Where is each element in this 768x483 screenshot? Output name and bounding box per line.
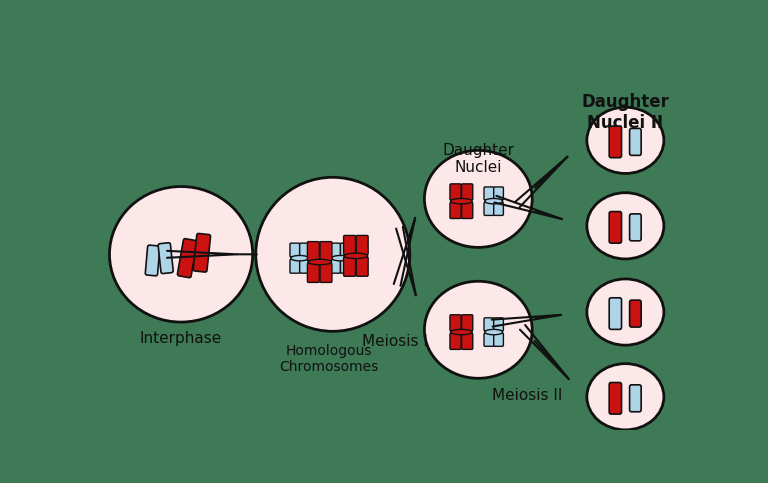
Text: Interphase: Interphase <box>140 331 222 346</box>
Ellipse shape <box>587 279 664 345</box>
Ellipse shape <box>485 199 502 204</box>
FancyBboxPatch shape <box>331 259 340 273</box>
FancyBboxPatch shape <box>320 263 332 283</box>
FancyBboxPatch shape <box>450 315 461 331</box>
FancyBboxPatch shape <box>609 212 621 243</box>
FancyBboxPatch shape <box>340 259 350 273</box>
FancyBboxPatch shape <box>609 126 621 157</box>
FancyBboxPatch shape <box>462 202 473 218</box>
FancyBboxPatch shape <box>290 243 300 257</box>
FancyBboxPatch shape <box>494 318 503 331</box>
FancyBboxPatch shape <box>484 202 494 215</box>
Ellipse shape <box>587 364 664 430</box>
FancyBboxPatch shape <box>343 235 356 255</box>
FancyBboxPatch shape <box>630 214 641 241</box>
Ellipse shape <box>332 256 349 261</box>
Text: Meiosis I: Meiosis I <box>362 334 428 349</box>
Ellipse shape <box>256 177 410 331</box>
Ellipse shape <box>485 329 502 335</box>
FancyBboxPatch shape <box>307 263 319 283</box>
Ellipse shape <box>425 281 532 378</box>
FancyBboxPatch shape <box>158 243 174 273</box>
FancyBboxPatch shape <box>494 187 503 200</box>
FancyBboxPatch shape <box>462 184 473 200</box>
Ellipse shape <box>587 107 664 173</box>
FancyBboxPatch shape <box>484 333 494 346</box>
Text: Meiosis II: Meiosis II <box>492 387 562 402</box>
Ellipse shape <box>451 329 472 335</box>
FancyBboxPatch shape <box>630 300 641 327</box>
FancyBboxPatch shape <box>340 243 350 257</box>
FancyBboxPatch shape <box>331 243 340 257</box>
Text: Daughter
Nuclei II: Daughter Nuclei II <box>581 93 669 132</box>
FancyBboxPatch shape <box>356 257 368 276</box>
FancyBboxPatch shape <box>300 259 310 273</box>
FancyBboxPatch shape <box>462 333 473 349</box>
Ellipse shape <box>344 253 368 258</box>
FancyBboxPatch shape <box>609 383 621 414</box>
Ellipse shape <box>110 186 253 322</box>
FancyBboxPatch shape <box>177 239 197 278</box>
FancyBboxPatch shape <box>462 315 473 331</box>
FancyBboxPatch shape <box>484 187 494 200</box>
Text: Homologous
Chromosomes: Homologous Chromosomes <box>280 343 379 374</box>
FancyBboxPatch shape <box>450 202 461 218</box>
FancyBboxPatch shape <box>630 385 641 412</box>
FancyBboxPatch shape <box>630 128 641 156</box>
Ellipse shape <box>291 256 309 261</box>
FancyBboxPatch shape <box>194 233 210 272</box>
FancyBboxPatch shape <box>343 257 356 276</box>
FancyBboxPatch shape <box>356 235 368 255</box>
FancyBboxPatch shape <box>307 242 319 261</box>
FancyBboxPatch shape <box>300 243 310 257</box>
FancyBboxPatch shape <box>494 333 503 346</box>
Ellipse shape <box>451 199 472 204</box>
Ellipse shape <box>425 150 532 247</box>
FancyBboxPatch shape <box>290 259 300 273</box>
FancyBboxPatch shape <box>320 242 332 261</box>
FancyBboxPatch shape <box>484 318 494 331</box>
Text: Daughter
Nuclei: Daughter Nuclei <box>442 142 515 175</box>
FancyBboxPatch shape <box>609 298 621 329</box>
FancyBboxPatch shape <box>450 333 461 349</box>
FancyBboxPatch shape <box>494 202 503 215</box>
Ellipse shape <box>587 193 664 259</box>
FancyBboxPatch shape <box>145 245 160 276</box>
FancyBboxPatch shape <box>450 184 461 200</box>
Ellipse shape <box>308 259 332 265</box>
